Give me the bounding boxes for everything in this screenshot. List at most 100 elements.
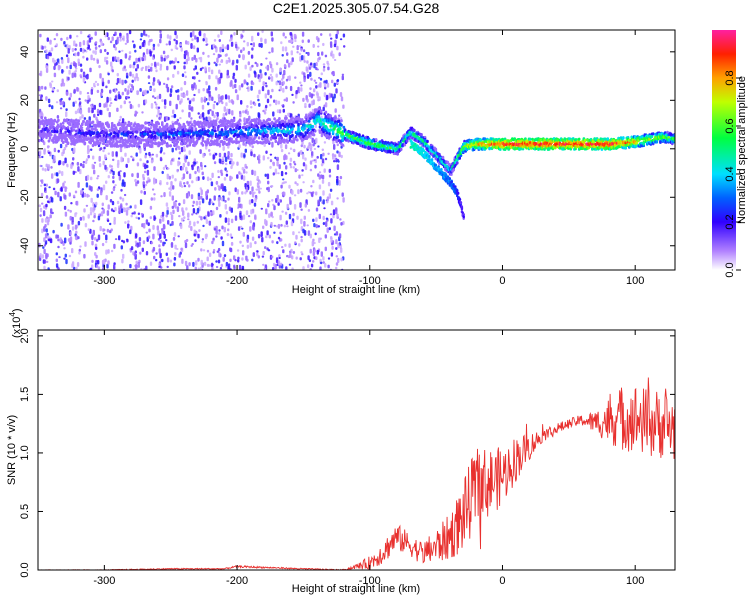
ridge-point	[155, 142, 158, 146]
noise-dot	[290, 248, 293, 254]
noise-dot	[100, 211, 104, 217]
noise-dot	[74, 52, 77, 57]
noise-dot	[343, 45, 346, 48]
noise-dot	[300, 251, 303, 254]
noise-dot	[322, 63, 326, 66]
noise-dot	[314, 81, 318, 84]
noise-dot	[139, 88, 142, 92]
noise-dot	[245, 171, 248, 174]
noise-dot	[255, 188, 258, 191]
noise-dot	[220, 172, 224, 177]
noise-dot	[220, 236, 223, 240]
ridge-point	[41, 139, 45, 143]
ridge-point	[335, 139, 338, 143]
noise-dot	[93, 113, 96, 118]
noise-dot	[79, 101, 82, 105]
ridge-point	[138, 124, 141, 128]
noise-dot	[269, 103, 272, 107]
noise-dot	[329, 213, 333, 216]
noise-dot	[60, 97, 63, 101]
ridge-point	[307, 119, 311, 123]
noise-dot	[296, 215, 299, 220]
noise-dot	[317, 84, 320, 88]
ridge-point	[38, 118, 41, 122]
noise-dot	[184, 239, 187, 244]
noise-dot	[83, 192, 87, 198]
noise-dot	[333, 59, 337, 61]
noise-dot	[129, 71, 132, 77]
noise-dot	[308, 92, 312, 98]
noise-dot	[114, 238, 118, 241]
noise-dot	[286, 225, 289, 228]
noise-dot	[118, 174, 122, 181]
noise-dot	[208, 149, 211, 152]
noise-dot	[187, 218, 190, 221]
noise-dot	[332, 140, 335, 145]
noise-dot	[250, 54, 254, 59]
ridge-point	[47, 133, 51, 137]
noise-dot	[57, 191, 60, 198]
noise-dot	[303, 60, 306, 63]
ridge-point	[91, 120, 95, 124]
noise-dot	[182, 199, 186, 205]
noise-dot	[250, 151, 253, 157]
ridge-point	[318, 130, 322, 134]
noise-dot	[136, 90, 139, 96]
ridge-point	[220, 128, 224, 132]
noise-dot	[330, 200, 334, 206]
ridge-point	[183, 125, 187, 129]
noise-dot	[313, 249, 317, 253]
noise-dot	[194, 266, 197, 270]
noise-dot	[116, 200, 120, 205]
noise-dot	[218, 232, 221, 235]
ridge-point	[150, 144, 153, 148]
noise-dot	[265, 57, 268, 60]
noise-dot	[45, 228, 48, 233]
noise-dot	[183, 182, 186, 185]
noise-dot	[264, 218, 267, 225]
noise-dot	[289, 162, 292, 166]
ridge-point	[292, 124, 295, 128]
noise-dot	[172, 73, 175, 78]
noise-dot	[91, 234, 94, 241]
noise-dot	[105, 56, 109, 60]
noise-dot	[177, 61, 180, 64]
ridge-point	[170, 128, 174, 132]
noise-dot	[289, 165, 293, 169]
noise-dot	[278, 109, 282, 114]
ridge-point	[232, 118, 236, 122]
noise-dot	[161, 211, 165, 217]
noise-dot	[54, 63, 57, 67]
noise-dot	[216, 102, 219, 106]
noise-dot	[130, 87, 133, 91]
noise-dot	[107, 152, 110, 155]
noise-dot	[191, 38, 194, 42]
noise-dot	[173, 262, 176, 267]
noise-dot	[320, 261, 323, 265]
noise-dot	[261, 86, 265, 92]
noise-dot	[251, 169, 254, 176]
noise-dot	[230, 41, 234, 47]
ridge-point	[272, 136, 275, 140]
noise-dot	[163, 152, 166, 155]
ridge-point	[327, 114, 330, 118]
noise-dot	[198, 30, 202, 37]
ridge-point	[75, 129, 78, 133]
ridge-point	[114, 131, 117, 135]
noise-dot	[325, 79, 328, 84]
noise-dot	[149, 126, 153, 130]
noise-dot	[58, 256, 61, 259]
noise-dot	[281, 210, 284, 213]
ridge-point	[323, 119, 327, 123]
noise-dot	[158, 268, 161, 270]
noise-dot	[58, 170, 61, 174]
noise-dot	[208, 74, 211, 80]
noise-dot	[49, 39, 52, 45]
noise-dot	[148, 151, 151, 156]
noise-dot	[307, 51, 310, 56]
noise-dot	[171, 220, 174, 226]
ridge-point	[201, 139, 205, 143]
noise-dot	[104, 156, 107, 159]
noise-dot	[52, 160, 55, 164]
noise-dot	[180, 146, 184, 153]
